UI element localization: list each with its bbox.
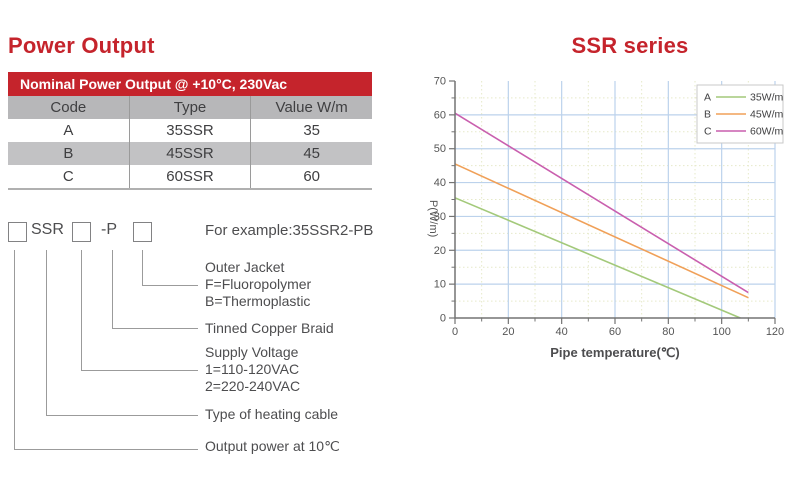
connector-line xyxy=(112,328,198,329)
label-output-power: Output power at 10℃ xyxy=(205,438,340,454)
label-cable-type: Type of heating cable xyxy=(205,406,339,422)
connector-line xyxy=(46,250,47,415)
label-line: 1=110-120VAC xyxy=(205,361,300,377)
label-supply-voltage: Supply Voltage 1=110-120VAC 2=220-240VAC xyxy=(205,344,300,395)
table-row: C 60SSR 60 xyxy=(8,165,372,188)
part-code-box-power xyxy=(8,222,27,242)
connector-line xyxy=(14,250,15,449)
table-cell: 45 xyxy=(250,142,372,165)
table-cell: 35 xyxy=(250,119,372,142)
connector-line xyxy=(14,449,198,450)
column-header: Code xyxy=(50,99,87,116)
label-line: F=Fluoropolymer xyxy=(205,276,312,292)
power-output-title: Power Output xyxy=(8,33,155,58)
label-line: 2=220-240VAC xyxy=(205,378,301,394)
table-bottom-border xyxy=(8,188,372,190)
table-cell: B xyxy=(63,145,74,162)
legend-label: 45W/m xyxy=(750,109,784,121)
y-axis-label: P(W/m) xyxy=(427,200,439,237)
ssr-series-chart: 0 10 20 30 40 50 60 70 0 20 40 60 80 100 120 Pipe tempe… xyxy=(427,76,784,361)
y-tick-label: 40 xyxy=(434,177,446,189)
part-code-p-label: -P xyxy=(101,221,117,238)
connector-line xyxy=(142,250,143,285)
table-row: B 45SSR 45 xyxy=(8,142,372,165)
power-table: Nominal Power Output @ +10°C, 230Vac Cod… xyxy=(8,72,372,190)
part-code-box-jacket xyxy=(133,222,152,242)
table-cell: 45SSR xyxy=(128,142,251,165)
power-table-header: Nominal Power Output @ +10°C, 230Vac xyxy=(8,72,372,96)
table-cell: 35SSR xyxy=(128,119,251,142)
y-tick-label: 70 xyxy=(434,76,446,88)
y-tick-label: 30 xyxy=(434,211,446,223)
y-tick-label: 0 xyxy=(440,313,446,325)
table-cell: A xyxy=(63,122,74,139)
legend-code: B xyxy=(704,109,711,121)
label-outer-jacket: Outer Jacket F=Fluoropolymer B=Thermopla… xyxy=(205,259,311,310)
label-line: Outer Jacket xyxy=(205,259,285,275)
label-line: B=Thermoplastic xyxy=(205,293,311,309)
label-line: Supply Voltage xyxy=(205,344,299,360)
x-tick-label: 40 xyxy=(556,326,568,338)
column-header: Type xyxy=(128,96,251,119)
label-tinned-copper-braid: Tinned Copper Braid xyxy=(205,320,334,336)
part-number-example: For example:35SSR2-PB xyxy=(205,222,374,239)
column-header: Value W/m xyxy=(250,96,372,119)
y-tick-label: 10 xyxy=(434,279,446,291)
x-tick-label: 20 xyxy=(502,326,514,338)
table-cell: 60SSR xyxy=(128,165,251,188)
table-row: A 35SSR 35 xyxy=(8,119,372,142)
series-line-A xyxy=(454,197,741,319)
x-tick-label: 0 xyxy=(452,326,458,338)
x-tick-label: 100 xyxy=(712,326,730,338)
connector-line xyxy=(112,250,113,328)
connector-line xyxy=(81,370,198,371)
table-column-header-row: Code Type Value W/m xyxy=(8,96,372,119)
legend-label: 60W/m xyxy=(750,126,784,138)
y-tick-label: 50 xyxy=(434,143,446,155)
series-line-B xyxy=(454,163,749,299)
x-tick-label: 80 xyxy=(662,326,674,338)
connector-line xyxy=(81,250,82,370)
power-table-grid: Code Type Value W/m A 35SSR 35 B 45SSR 45 C 60SSR 6… xyxy=(8,96,372,188)
legend-label: 35W/m xyxy=(750,92,784,104)
x-tick-label: 120 xyxy=(766,326,784,338)
legend-code: A xyxy=(704,92,711,104)
connector-line xyxy=(142,285,198,286)
connector-line xyxy=(46,415,198,416)
x-tick-label: 60 xyxy=(609,326,621,338)
table-cell: C xyxy=(62,168,74,185)
table-cell: 60 xyxy=(250,165,372,188)
part-code-ssr-label: SSR xyxy=(31,221,64,238)
x-axis-label: Pipe temperature(℃) xyxy=(550,345,679,360)
y-tick-label: 60 xyxy=(434,109,446,121)
series-line-C xyxy=(454,112,749,294)
part-code-box-voltage xyxy=(72,222,91,242)
legend-code: C xyxy=(704,126,712,138)
y-tick-label: 20 xyxy=(434,245,446,257)
ssr-series-title: SSR series xyxy=(571,33,689,58)
